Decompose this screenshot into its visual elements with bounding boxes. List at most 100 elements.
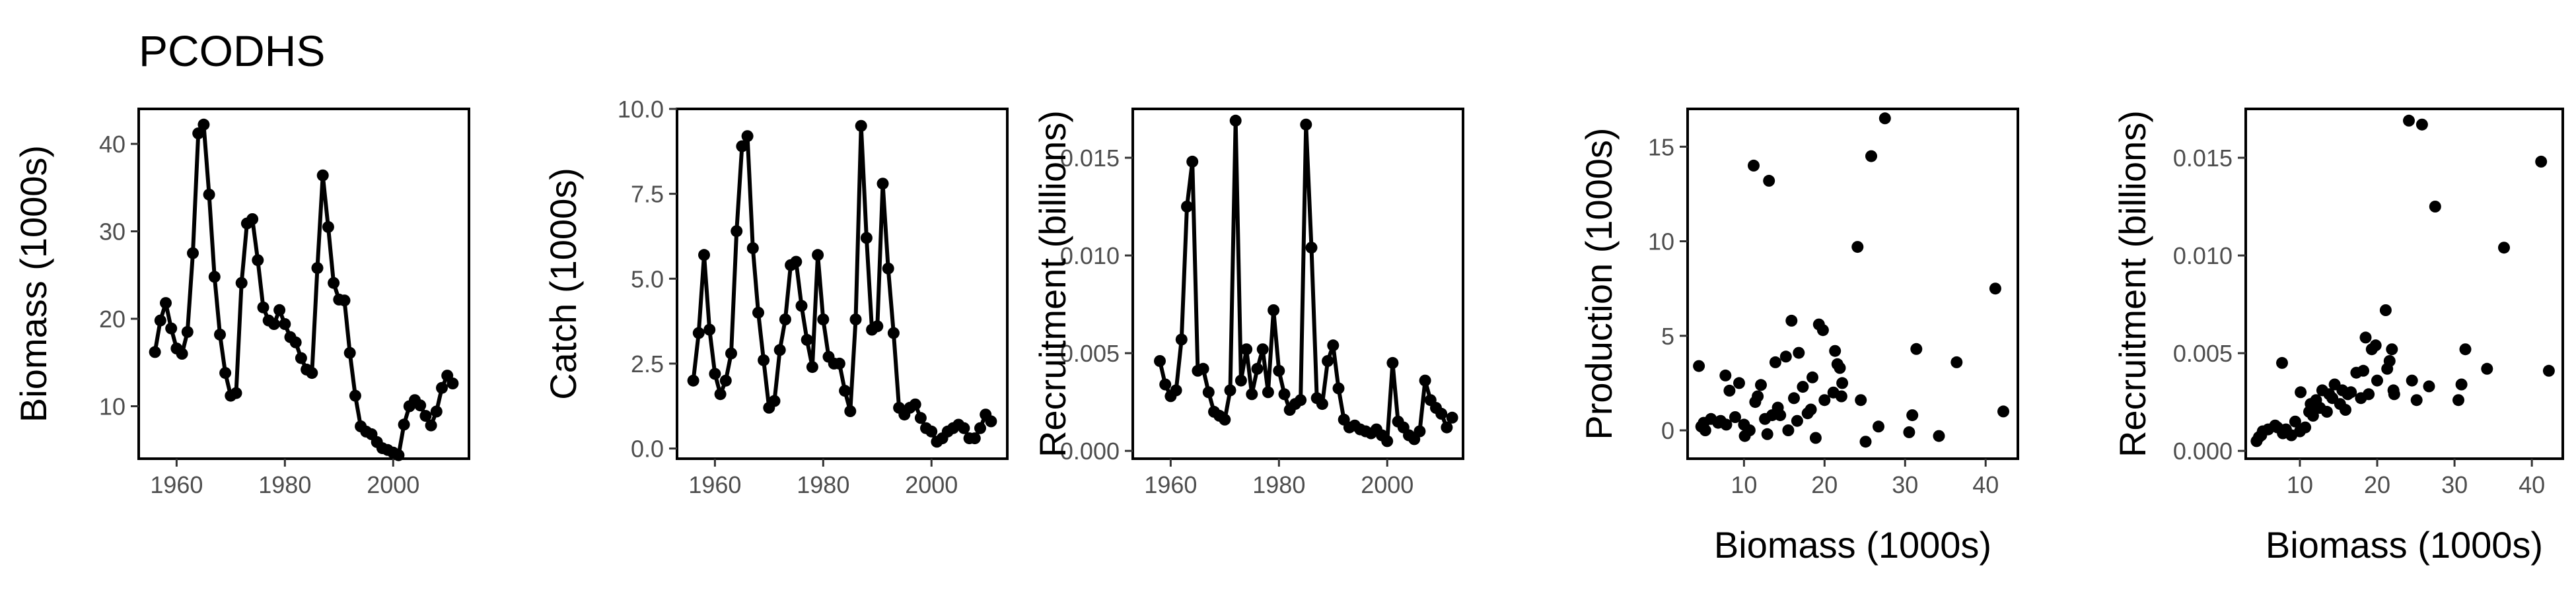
data-point xyxy=(306,367,318,380)
x-tick-label: 2000 xyxy=(1361,471,1413,498)
data-point xyxy=(1278,388,1291,401)
data-point xyxy=(1327,339,1340,352)
data-point xyxy=(806,361,818,374)
data-point xyxy=(1791,414,1803,427)
data-point xyxy=(187,247,199,259)
data-point xyxy=(974,422,986,434)
data-point xyxy=(812,249,824,261)
data-point xyxy=(1878,112,1891,125)
data-point xyxy=(1910,343,1923,355)
data-point xyxy=(909,398,921,411)
data-point xyxy=(1246,388,1258,401)
data-point xyxy=(208,271,221,283)
panel-1: 1960 1980 2000 10 20 30 40 Biomass (1000s) xyxy=(13,108,470,498)
y-tick-label: 0.015 xyxy=(1060,145,1120,172)
y-tick-label: 0.015 xyxy=(2173,145,2233,172)
data-point xyxy=(1816,324,1829,337)
x-tick-label: 1960 xyxy=(150,471,203,498)
data-point xyxy=(295,352,307,364)
data-point xyxy=(192,127,205,140)
panel-5: 10 20 30 40 0.000 0.005 0.010 0.015 Recruitment … xyxy=(2112,108,2564,566)
data-point xyxy=(2535,155,2548,168)
y-tick-label: 10 xyxy=(1648,228,1674,255)
data-point xyxy=(2423,380,2435,393)
data-point xyxy=(1834,362,1846,374)
data-point xyxy=(257,301,269,314)
data-point xyxy=(436,381,448,394)
data-point xyxy=(1906,409,1919,422)
y-axis-title: Production (1000s) xyxy=(1578,127,1620,440)
data-point xyxy=(1719,369,1732,381)
data-point xyxy=(1240,343,1253,356)
data-point xyxy=(1903,426,1915,438)
data-point xyxy=(2359,331,2372,344)
data-point xyxy=(1262,386,1274,399)
data-point xyxy=(2481,362,2493,375)
data-point xyxy=(758,354,770,366)
y-tick-label: 0.000 xyxy=(2173,438,2233,465)
data-point xyxy=(160,297,172,310)
data-point xyxy=(2369,339,2382,352)
plot-frame xyxy=(1686,108,2019,460)
data-point xyxy=(1788,392,1800,405)
x-tick-label: 1960 xyxy=(1144,471,1197,498)
data-point xyxy=(1865,150,1877,162)
data-point xyxy=(844,405,857,417)
y-tick-label: 5.0 xyxy=(631,265,664,292)
figure-title: PCODHS xyxy=(139,26,325,75)
data-point xyxy=(719,374,732,387)
data-point xyxy=(2383,355,2396,367)
data-point xyxy=(752,306,764,319)
y-tick-label: 40 xyxy=(99,131,125,158)
data-point xyxy=(246,213,259,225)
x-tick-label: 2000 xyxy=(905,471,958,498)
data-point xyxy=(1774,409,1787,422)
y-tick-label: 2.5 xyxy=(631,350,664,378)
x-tick-label: 20 xyxy=(2364,471,2390,498)
data-point xyxy=(1419,374,1431,387)
data-point xyxy=(1729,411,1741,423)
y-tick-label: 0.010 xyxy=(2173,242,2233,269)
data-point xyxy=(2429,201,2441,213)
y-tick-label: 0.010 xyxy=(1060,242,1120,269)
data-point xyxy=(2455,378,2468,391)
data-point xyxy=(1950,356,1963,368)
x-axis-title: Biomass (1000s) xyxy=(1714,524,1991,566)
data-point xyxy=(1855,394,1867,407)
data-point xyxy=(316,169,329,182)
data-point xyxy=(795,300,808,312)
data-point xyxy=(2340,404,2351,416)
data-point xyxy=(322,220,334,233)
data-point xyxy=(1807,371,1818,383)
data-point xyxy=(2320,405,2333,418)
data-point xyxy=(2363,388,2375,401)
data-point xyxy=(230,387,242,399)
data-point xyxy=(1763,174,1775,187)
data-point xyxy=(2410,394,2423,407)
data-point xyxy=(1782,424,1795,436)
y-tick-label: 30 xyxy=(99,218,125,246)
x-tick-label: 10 xyxy=(1731,471,1757,498)
data-point xyxy=(1234,374,1247,387)
data-point xyxy=(1441,421,1453,434)
data-point xyxy=(447,378,459,389)
data-point xyxy=(2386,343,2398,356)
data-point xyxy=(1273,364,1285,377)
data-point xyxy=(1251,362,1264,375)
y-tick-label: 0 xyxy=(1661,417,1674,444)
data-point xyxy=(1229,114,1242,127)
data-point xyxy=(165,322,178,335)
data-point xyxy=(1202,386,1215,399)
panel-2: 1960 1980 2000 0.0 2.5 5.0 7.5 10.0 Catch (1000s… xyxy=(542,96,1009,498)
data-point xyxy=(328,277,340,289)
y-tick-label: 10 xyxy=(99,393,125,420)
panel-3: 1960 1980 2000 0.000 0.005 0.010 0.015Recruitm… xyxy=(1032,108,1464,498)
data-point xyxy=(1720,418,1733,431)
data-point xyxy=(1859,436,1872,448)
data-point xyxy=(698,249,710,261)
y-tick-label: 10.0 xyxy=(618,96,664,123)
data-point xyxy=(2403,114,2415,127)
data-point xyxy=(1219,413,1231,426)
data-point xyxy=(801,333,813,346)
